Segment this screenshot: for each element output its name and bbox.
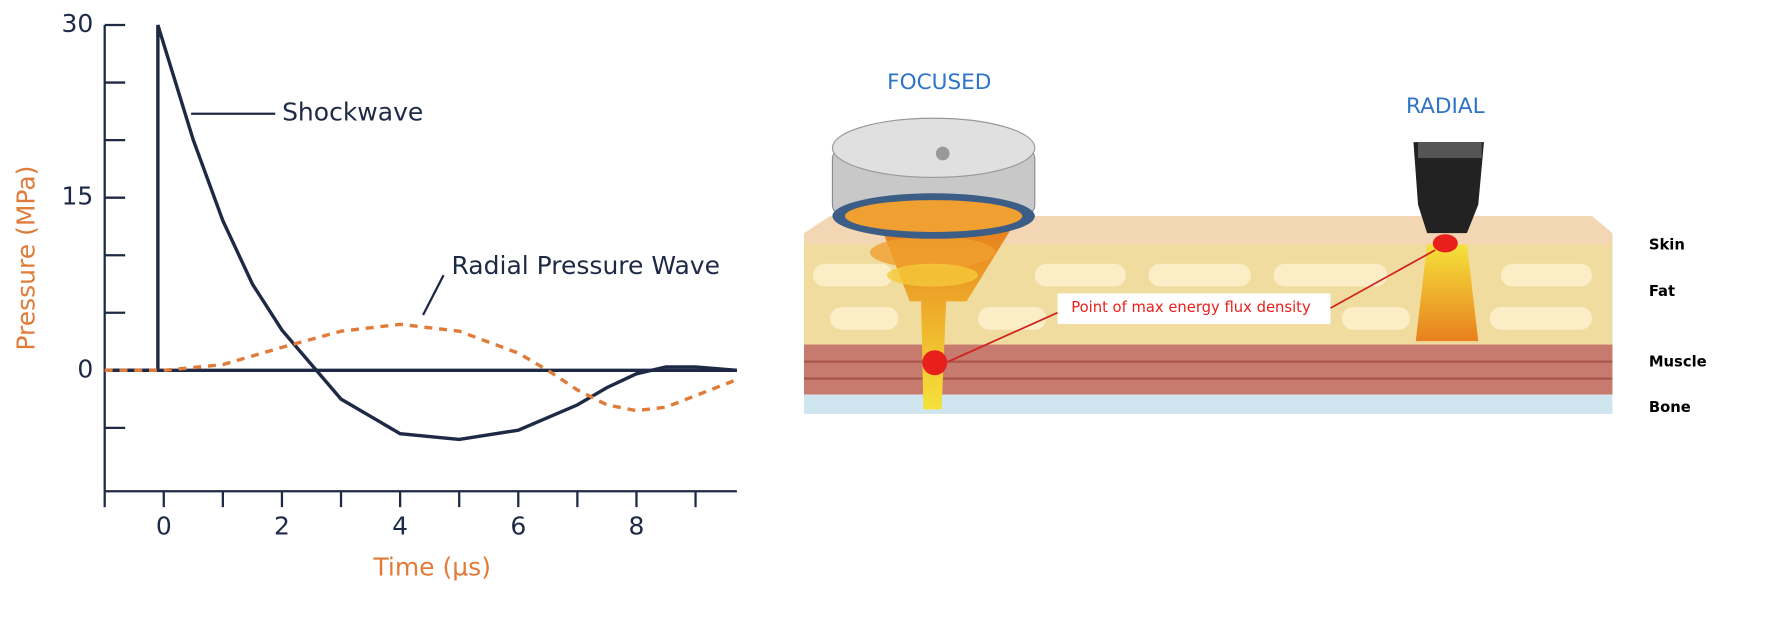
x-tick-label: 0 <box>156 512 172 541</box>
x-tick-label: 2 <box>274 512 290 541</box>
focus-point <box>1432 234 1458 253</box>
series-label: Radial Pressure Wave <box>452 251 720 280</box>
x-tick-label: 8 <box>629 512 645 541</box>
leader-line <box>422 274 445 316</box>
layer-label: Bone <box>1649 399 1691 416</box>
focus-point <box>922 350 948 376</box>
arrow <box>1330 249 1436 309</box>
fat-cells <box>813 263 1592 330</box>
series-line <box>104 322 738 413</box>
layer-label: Fat <box>1649 283 1675 300</box>
series-line <box>104 24 738 442</box>
series-label: Shockwave <box>282 98 423 127</box>
layer-label: Muscle <box>1649 354 1707 371</box>
callout-box <box>1057 293 1331 325</box>
y-axis-label: Pressure (MPa) <box>11 166 40 351</box>
diagram: Point of max energy flux density FOCUSED… <box>803 70 1707 416</box>
x-tick-label: 6 <box>510 512 526 541</box>
layer-label: Skin <box>1649 237 1685 254</box>
x-axis-label: Time (µs) <box>372 553 491 582</box>
radial-label: RADIAL <box>1406 94 1485 119</box>
focused-applicator <box>831 117 1036 410</box>
radial-applicator <box>1413 142 1484 342</box>
bone-layer <box>803 394 1613 414</box>
arrow <box>948 311 1058 363</box>
chart: 0 15 30 0 2 4 6 8 Time (µs) Pressure (MPa) Shockwa… <box>11 9 738 582</box>
y-tick-label: 0 <box>77 354 93 383</box>
focused-label: FOCUSED <box>887 70 991 95</box>
y-tick-label: 30 <box>62 9 94 38</box>
x-tick-label: 4 <box>392 512 408 541</box>
callout-text: Point of max energy flux density <box>1071 299 1311 316</box>
y-tick-label: 15 <box>62 182 94 211</box>
